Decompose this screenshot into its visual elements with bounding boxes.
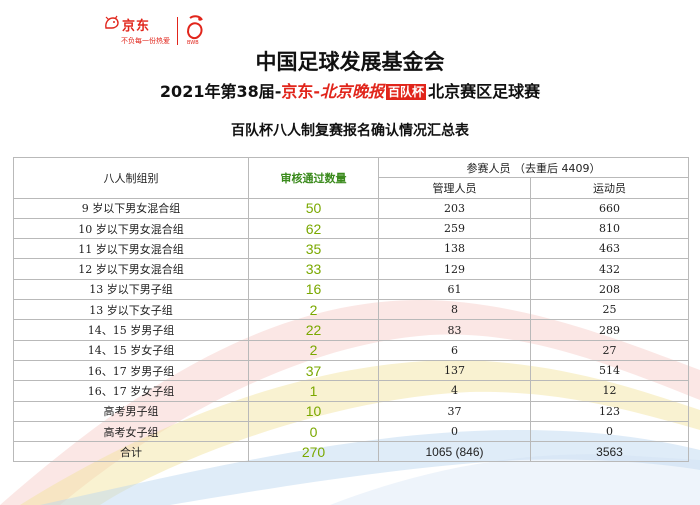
page-title: 中国足球发展基金会: [255, 50, 445, 74]
dash: -: [313, 82, 321, 101]
cell-group: 10 岁以下男女混合组: [13, 217, 249, 240]
cell-athletes: 810: [530, 217, 689, 240]
cell-managers: 203: [378, 197, 531, 219]
table-subheader-row: 管理人员 运动员: [14, 177, 689, 199]
table-row: 13 岁以下女子组 2 8 25: [13, 299, 689, 321]
cell-approved: 2: [248, 339, 379, 361]
sponsor-bjwb: 北京晚报: [320, 82, 385, 101]
cell-approved: 50: [248, 197, 379, 219]
cell-group: 13 岁以下女子组: [13, 299, 249, 321]
cell-approved: 37: [248, 359, 379, 382]
table-row: 11 岁以下男女混合组 35 138 463: [13, 238, 689, 260]
total-approved: 270: [248, 441, 379, 463]
logo-divider: [177, 17, 178, 45]
cell-athletes: 12: [530, 380, 689, 402]
cell-group: 11 岁以下男女混合组: [13, 238, 249, 260]
total-managers: 1065 (846): [378, 441, 531, 463]
table-total-row: 合计 270 1065 (846) 3563: [13, 441, 689, 463]
col-header-athletes: 运动员: [530, 177, 689, 199]
cell-athletes: 27: [530, 339, 689, 361]
cell-athletes: 432: [530, 258, 689, 280]
cell-approved: 35: [248, 238, 379, 260]
col-header-participants: 参赛人员 （去重后 4409）: [378, 156, 689, 179]
cell-managers: 138: [378, 238, 531, 260]
cell-managers: 0: [378, 420, 531, 443]
cell-managers: 61: [378, 278, 531, 301]
table-title: 百队杯八人制复赛报名确认情况汇总表: [231, 123, 469, 139]
cell-athletes: 25: [530, 299, 689, 321]
cell-approved: 0: [248, 420, 379, 443]
total-athletes: 3563: [530, 441, 689, 463]
jd-slogan: 不负每一份热爱: [121, 37, 170, 45]
cell-managers: 83: [378, 319, 531, 341]
col-header-managers: 管理人员: [378, 177, 531, 199]
table-row: 12 岁以下男女混合组 33 129 432: [13, 258, 689, 280]
total-label: 合计: [13, 441, 249, 463]
cell-athletes: 208: [530, 278, 689, 301]
table-row: 高考男子组 10 37 123: [13, 400, 689, 422]
event-title: 2021年第38届-京东-北京晚报 百队杯 北京赛区足球赛: [0, 78, 700, 102]
edition-prefix: 2021年第38届-: [159, 82, 282, 101]
jd-logo-text: 京东: [122, 19, 151, 34]
summary-table: 八人制组别 审核通过数量 参赛人员 （去重后 4409） 管理人员 运动员 9 …: [13, 156, 689, 463]
cell-approved: 62: [248, 217, 379, 240]
cell-group: 高考女子组: [13, 420, 249, 443]
sponsor-jd: 京东: [281, 82, 314, 101]
table-row: 16、17 岁男子组 37 137 514: [13, 359, 689, 382]
baiduibei-logo-sub: BWB: [187, 40, 199, 46]
table-row: 10 岁以下男女混合组 62 259 810: [13, 217, 689, 240]
cell-managers: 259: [378, 217, 531, 240]
cell-athletes: 514: [530, 359, 689, 382]
edition-suffix: 北京赛区足球赛: [428, 82, 541, 101]
cell-managers: 8: [378, 299, 531, 321]
sponsor-bdb: 百队杯: [386, 84, 427, 100]
cell-group: 14、15 岁男子组: [13, 319, 249, 341]
cell-group: 9 岁以下男女混合组: [13, 197, 249, 219]
table-body: 9 岁以下男女混合组 50 203 660 10 岁以下男女混合组 62 259 810 11 …: [13, 197, 689, 463]
cell-managers: 6: [378, 339, 531, 361]
cell-group: 14、15 岁女子组: [13, 339, 249, 361]
cell-approved: 22: [248, 319, 379, 341]
table-header-row: 八人制组别 审核通过数量 参赛人员 （去重后 4409）: [13, 156, 689, 199]
cell-group: 13 岁以下男子组: [13, 278, 249, 301]
logo-bar: 京东 不负每一份热爱 BWB: [0, 8, 700, 48]
jd-logo: 京东 不负每一份热爱: [103, 14, 171, 46]
table-row: 14、15 岁女子组 2 6 27: [13, 339, 689, 361]
cell-group: 16、17 岁男子组: [13, 359, 249, 382]
table-row: 9 岁以下男女混合组 50 203 660: [13, 197, 689, 219]
table-row: 16、17 岁女子组 1 4 12: [13, 380, 689, 402]
cell-athletes: 123: [530, 400, 689, 422]
cell-approved: 16: [248, 278, 379, 301]
table-row: 高考女子组 0 0 0: [13, 420, 689, 443]
cell-athletes: 463: [530, 238, 689, 260]
cell-group: 16、17 岁女子组: [13, 380, 249, 402]
cell-managers: 37: [378, 400, 531, 422]
cell-athletes: 289: [530, 319, 689, 341]
cell-managers: 137: [378, 359, 531, 382]
jd-mascot-icon: [105, 15, 119, 29]
cell-approved: 33: [248, 258, 379, 280]
cell-approved: 1: [248, 380, 379, 402]
cell-approved: 10: [248, 400, 379, 422]
baiduibei-logo-icon: BWB: [186, 15, 203, 46]
cell-group: 12 岁以下男女混合组: [13, 258, 249, 280]
col-header-approved: 审核通过数量: [248, 157, 379, 199]
cell-managers: 4: [378, 380, 531, 402]
table-row: 14、15 岁男子组 22 83 289: [13, 319, 689, 341]
cell-managers: 129: [378, 258, 531, 280]
col-header-group: 八人制组别: [13, 157, 249, 199]
table-row: 13 岁以下男子组 16 61 208: [13, 278, 689, 301]
cell-athletes: 660: [530, 197, 689, 219]
cell-athletes: 0: [530, 420, 689, 443]
cell-approved: 2: [248, 299, 379, 321]
cell-group: 高考男子组: [13, 400, 249, 422]
